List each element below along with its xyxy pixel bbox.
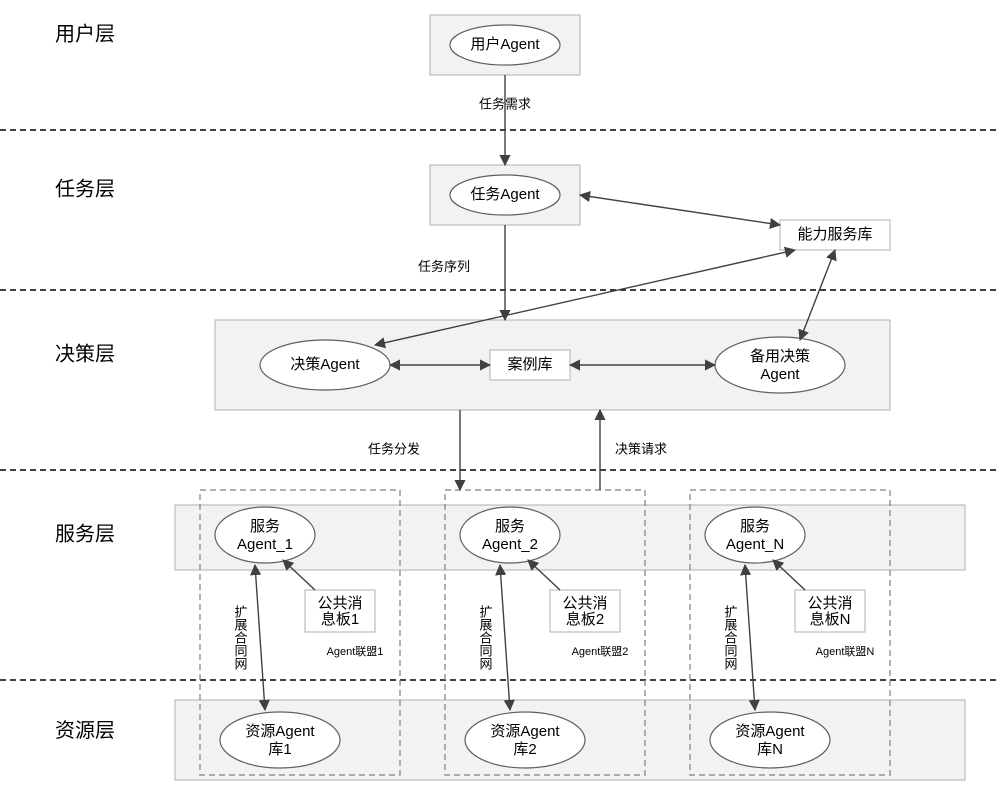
svg-text:公共消: 公共消 <box>317 595 362 612</box>
svg-text:息板1: 息板1 <box>321 610 359 628</box>
svg-text:决策层: 决策层 <box>55 342 115 365</box>
svg-text:库1: 库1 <box>268 741 291 758</box>
svg-text:扩展合同网: 扩展合同网 <box>723 605 738 670</box>
svg-text:任务需求: 任务需求 <box>479 96 531 111</box>
svg-text:资源Agent: 资源Agent <box>735 723 805 740</box>
svg-text:Agent联盟2: Agent联盟2 <box>572 645 629 658</box>
svg-text:决策请求: 决策请求 <box>615 441 667 456</box>
diagram-canvas: 用户层任务层决策层服务层资源层 用户Agent 任务Agent 能力服务库决策Agen… <box>0 0 1000 803</box>
svg-text:Agent联盟1: Agent联盟1 <box>327 645 384 658</box>
svg-text:服务: 服务 <box>495 518 525 535</box>
svg-text:用户层: 用户层 <box>55 22 115 45</box>
svg-text:扩展合同网: 扩展合同网 <box>233 605 248 670</box>
svg-text:Agent联盟N: Agent联盟N <box>816 645 875 658</box>
svg-text:任务序列: 任务序列 <box>418 259 470 274</box>
svg-text:服务: 服务 <box>740 518 770 535</box>
svg-text:任务分发: 任务分发 <box>368 441 420 456</box>
svg-text:资源Agent: 资源Agent <box>490 723 560 740</box>
svg-text:扩展合同网: 扩展合同网 <box>478 605 493 670</box>
svg-text:决策Agent: 决策Agent <box>290 356 360 373</box>
svg-text:公共消: 公共消 <box>807 595 852 612</box>
svg-text:服务: 服务 <box>250 518 280 535</box>
svg-text:Agent: Agent <box>760 366 800 383</box>
svg-text:备用决策: 备用决策 <box>750 348 810 365</box>
svg-text:服务层: 服务层 <box>55 522 115 545</box>
svg-text:息板2: 息板2 <box>566 610 604 628</box>
svg-text:资源层: 资源层 <box>55 719 115 742</box>
svg-text:资源Agent: 资源Agent <box>245 723 315 740</box>
svg-text:能力服务库: 能力服务库 <box>797 226 872 243</box>
svg-text:公共消: 公共消 <box>562 595 607 612</box>
svg-text:Agent_N: Agent_N <box>726 536 784 553</box>
svg-text:任务Agent: 任务Agent <box>470 186 540 203</box>
svg-text:Agent_2: Agent_2 <box>482 536 538 553</box>
svg-text:息板N: 息板N <box>810 610 851 628</box>
svg-text:案例库: 案例库 <box>507 355 552 373</box>
svg-text:Agent_1: Agent_1 <box>237 536 293 553</box>
svg-text:任务层: 任务层 <box>55 177 115 200</box>
svg-text:用户Agent: 用户Agent <box>470 36 540 53</box>
svg-text:库N: 库N <box>757 741 783 758</box>
svg-text:库2: 库2 <box>513 741 536 758</box>
